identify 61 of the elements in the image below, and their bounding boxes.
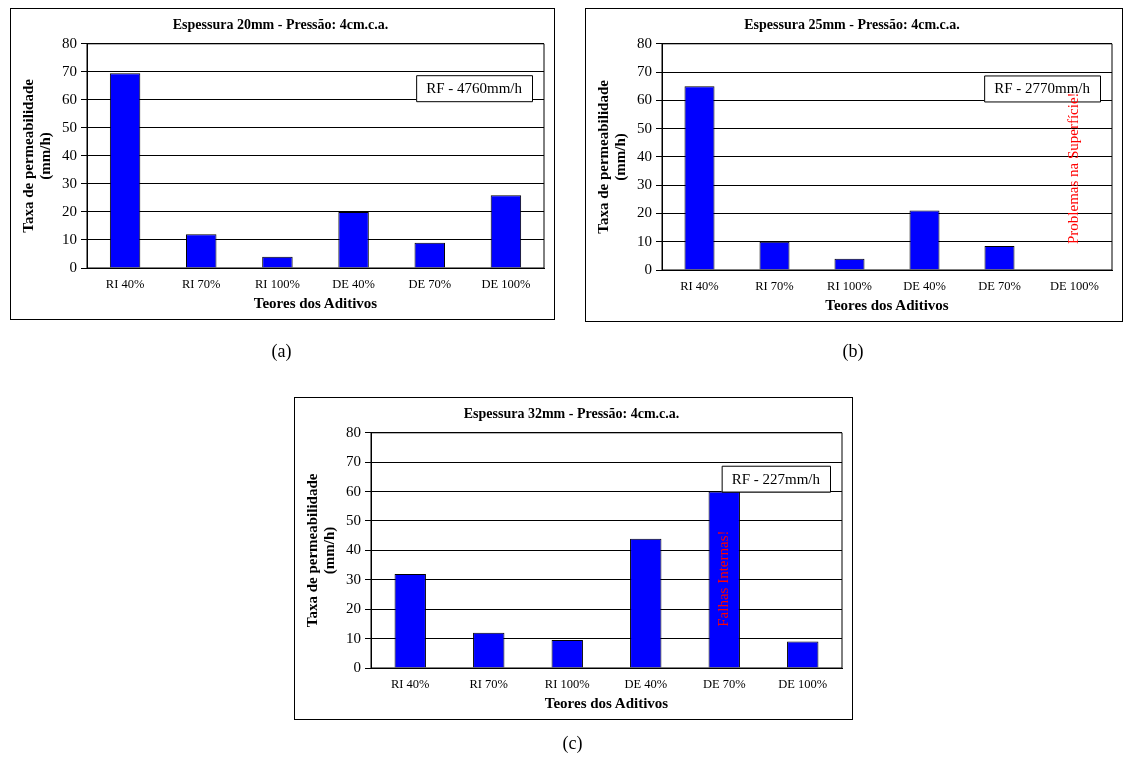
x-tick-label: DE 100% [481, 276, 531, 291]
y-tick-label: 40 [637, 147, 652, 164]
x-tick-label: DE 70% [408, 276, 452, 291]
text: (b) [841, 341, 865, 362]
y-tick-label: 10 [62, 230, 77, 247]
annotation: RF - 227mm/h [731, 470, 821, 487]
x-tick-label: RI 40% [680, 278, 719, 293]
y-tick-label: 30 [62, 174, 77, 191]
chart-title: Espessura 20mm - Pressão: 4cm.c.a. [172, 17, 389, 33]
text: (c) [561, 733, 584, 754]
y-tick-label: 40 [346, 541, 361, 558]
x-tick-label: RI 70% [469, 676, 509, 691]
y-tick-label: 80 [62, 34, 77, 51]
y-tick-label: 30 [346, 570, 361, 587]
y-tick-label: 80 [637, 34, 652, 51]
y-tick-label: 0 [353, 658, 361, 675]
x-tick-label: RI 100% [544, 676, 590, 691]
x-tick-label: DE 40% [903, 278, 946, 293]
y-tick-label: 70 [637, 63, 652, 80]
x-axis-title: Teores dos Aditivos [253, 294, 378, 311]
x-tick-label: DE 40% [332, 276, 375, 291]
y-tick-label: 0 [69, 258, 77, 275]
y-tick-label: 60 [346, 482, 361, 499]
x-tick-label: DE 70% [978, 278, 1021, 293]
annotation: Falhas Internas! [715, 530, 732, 627]
y-tick-label: 20 [62, 202, 77, 219]
y-tick-label: 20 [346, 600, 361, 617]
x-tick-label: DE 40% [624, 676, 668, 691]
y-axis-title: Taxa de permeabilidade (mm/h) [595, 79, 629, 234]
y-tick-label: 30 [637, 176, 652, 193]
x-tick-label: RI 100% [827, 278, 872, 293]
x-tick-label: RI 100% [255, 276, 300, 291]
chart-title: Espessura 32mm - Pressão: 4cm.c.a. [463, 406, 680, 422]
chart-title: Espessura 25mm - Pressão: 4cm.c.a. [744, 17, 960, 33]
x-tick-label: DE 100% [778, 676, 828, 691]
y-tick-label: 10 [637, 232, 652, 249]
y-tick-label: 80 [346, 423, 361, 440]
y-tick-label: 70 [62, 62, 77, 79]
x-tick-label: DE 100% [1050, 278, 1099, 293]
y-axis-title: Taxa de permeabilidade (mm/h) [20, 78, 54, 233]
y-tick-label: 50 [346, 511, 361, 528]
x-tick-label: RI 40% [390, 676, 430, 691]
y-tick-label: 40 [62, 146, 77, 163]
y-axis-title: Taxa de permeabilidade (mm/h) [304, 473, 338, 628]
x-tick-label: RI 40% [105, 276, 145, 291]
x-tick-label: DE 70% [702, 676, 746, 691]
y-tick-label: 20 [637, 204, 652, 221]
text: (a) [270, 341, 293, 362]
x-tick-label: RI 70% [181, 276, 221, 291]
y-tick-label: 60 [62, 90, 77, 107]
x-axis-title: Teores dos Aditivos [544, 694, 669, 711]
y-tick-label: 60 [637, 91, 652, 108]
y-tick-label: 0 [644, 260, 652, 277]
y-tick-label: 50 [62, 118, 77, 135]
y-tick-label: 50 [637, 119, 652, 136]
x-axis-title: Teores dos Aditivos [825, 296, 949, 313]
x-tick-label: RI 70% [755, 278, 794, 293]
y-tick-label: 10 [346, 629, 361, 646]
y-tick-label: 70 [346, 453, 361, 470]
annotation: Problemas na Superfície! [1065, 92, 1082, 245]
annotation: RF - 4760mm/h [426, 80, 523, 97]
